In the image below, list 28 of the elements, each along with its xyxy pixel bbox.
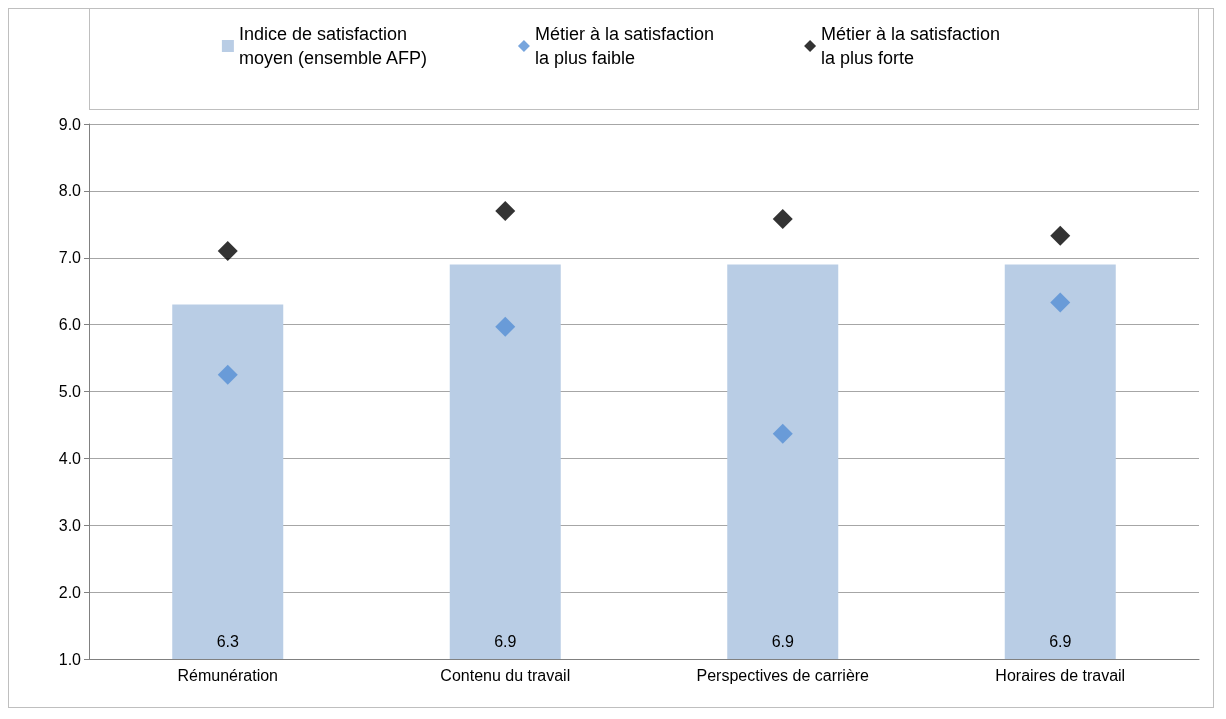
point (772, 423, 793, 444)
legend-label: Indice de satisfaction moyen (ensemble AFP) (238, 24, 427, 68)
point (495, 316, 516, 337)
x-tick-label: Rémunération (177, 666, 278, 684)
point (772, 208, 793, 229)
point (217, 241, 238, 262)
data-label: 6.9 (1049, 632, 1072, 650)
x-tick-label: Contenu du travail (440, 666, 571, 684)
y-tick-label: 9.0 (58, 115, 82, 133)
y-tick-label: 3.0 (58, 516, 82, 534)
point (1050, 225, 1071, 246)
data-label: 6.3 (216, 632, 239, 650)
y-tick-label: 2.0 (58, 583, 82, 601)
data-label: 6.9 (494, 632, 517, 650)
point (1050, 292, 1071, 313)
legend-label: Métier à la satisfaction la plus forte (821, 24, 1001, 68)
legend-label: Métier à la satisfaction la plus faible (534, 24, 715, 68)
point (217, 364, 238, 385)
y-tick-label: 1.0 (58, 650, 82, 668)
y-tick-label: 7.0 (58, 249, 82, 267)
x-tick-label: Perspectives de carrière (696, 666, 870, 684)
point (495, 200, 516, 221)
y-tick-label: 8.0 (58, 182, 82, 200)
x-tick-label: Horaires de travail (995, 666, 1126, 684)
y-tick-label: 6.0 (58, 316, 82, 334)
y-tick-label: 5.0 (58, 383, 82, 400)
data-label: 6.9 (771, 632, 794, 650)
y-tick-label: 4.0 (58, 449, 82, 467)
